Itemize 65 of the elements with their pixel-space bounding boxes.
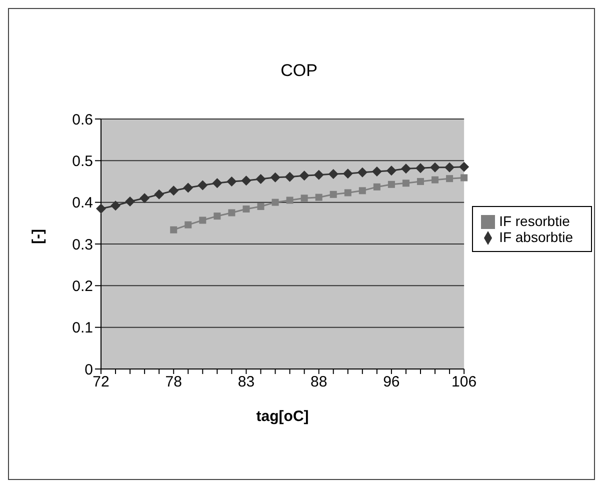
point — [402, 180, 410, 187]
point — [110, 200, 121, 211]
point — [300, 194, 308, 202]
point — [183, 182, 194, 193]
point — [257, 203, 264, 210]
point — [444, 162, 455, 172]
point — [372, 166, 382, 176]
point — [314, 170, 324, 180]
point — [270, 172, 280, 182]
x-axis-title: tag[oC] — [256, 408, 309, 425]
y-tick-label: 0.4 — [72, 194, 93, 212]
point — [330, 190, 337, 198]
legend-label: IF resorbtie — [499, 212, 570, 229]
point — [386, 166, 396, 176]
point — [430, 162, 440, 172]
point — [184, 221, 192, 228]
point — [228, 209, 236, 216]
point — [328, 169, 338, 179]
y-tick-label: 0.5 — [72, 152, 93, 170]
point — [256, 174, 266, 184]
point — [388, 180, 395, 188]
point — [198, 180, 208, 190]
point — [446, 175, 454, 182]
x-tick-label: 96 — [383, 374, 400, 391]
point — [415, 163, 426, 174]
point — [342, 168, 353, 179]
y-axis-title: [-] — [29, 229, 46, 244]
point — [286, 196, 294, 204]
point — [284, 172, 295, 182]
point — [400, 164, 411, 174]
point — [154, 189, 164, 200]
point — [140, 193, 150, 204]
chart-title: COP — [280, 61, 318, 81]
point — [416, 178, 424, 185]
point — [226, 176, 237, 186]
point — [315, 194, 322, 201]
y-tick-label: 0.6 — [72, 111, 93, 128]
point — [242, 206, 250, 212]
point — [460, 174, 468, 182]
legend-label: IF absorbtie — [499, 229, 573, 245]
x-tick-label: 72 — [92, 374, 110, 391]
point — [299, 170, 310, 181]
y-tick-label: 0 — [84, 361, 93, 378]
y-tick-label: 0.2 — [72, 278, 93, 295]
x-tick-label: 78 — [165, 374, 182, 391]
y-tick-label: 0.3 — [72, 236, 93, 254]
point — [272, 198, 279, 206]
point — [241, 176, 252, 186]
point — [214, 212, 221, 220]
point — [344, 189, 352, 196]
point — [459, 162, 470, 172]
y-tick-label: 0.1 — [72, 320, 93, 337]
point — [432, 176, 439, 184]
point — [212, 178, 222, 188]
x-tick-label: 88 — [310, 374, 328, 391]
point — [199, 216, 206, 224]
point — [170, 226, 178, 234]
point — [168, 186, 179, 196]
point — [373, 183, 380, 190]
x-tick-label: 83 — [238, 374, 255, 391]
point — [358, 187, 366, 194]
point — [357, 167, 368, 178]
point — [125, 196, 136, 206]
x-tick-label: 106 — [452, 374, 477, 391]
point — [96, 204, 106, 214]
